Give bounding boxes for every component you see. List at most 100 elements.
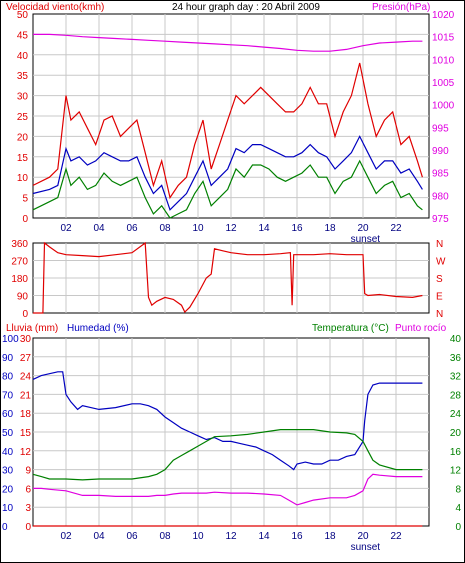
rain-y-tick-label: 3 bbox=[25, 503, 31, 514]
direction-y-tick-label: 180 bbox=[11, 274, 28, 285]
temperature-y-tick-label: 40 bbox=[450, 334, 462, 345]
dewpoint-axis-label: Punto rocío bbox=[395, 323, 447, 334]
rain-y-tick-label: 30 bbox=[20, 334, 32, 345]
wind-y-tick-label: 25 bbox=[17, 112, 29, 123]
wind-x-tick-label: 08 bbox=[159, 223, 171, 234]
rain-y-tick-label: 9 bbox=[25, 466, 31, 477]
wind-axis-label: Velocidad viento(kmh) bbox=[6, 2, 104, 13]
humidity-x-tick-label: 14 bbox=[258, 531, 270, 542]
wind-x-tick-label: 16 bbox=[291, 223, 303, 234]
humidity-y-tick-label: 100 bbox=[2, 334, 19, 345]
wind-y-tick-label: 45 bbox=[17, 30, 29, 41]
pressure-y-tick-label: 980 bbox=[432, 191, 449, 202]
temperature-y-tick-label: 32 bbox=[450, 372, 462, 383]
temperature-y-tick-label: 4 bbox=[455, 503, 461, 514]
dewpoint-series bbox=[33, 473, 423, 506]
wind-x-tick-label: 14 bbox=[258, 223, 270, 234]
wind-direction-series bbox=[33, 241, 423, 314]
humidity-y-tick-label: 20 bbox=[2, 484, 14, 495]
wind-average-series bbox=[32, 135, 423, 211]
humidity-y-tick-label: 60 bbox=[2, 409, 14, 420]
wind-x-tick-label: 18 bbox=[324, 223, 336, 234]
rain-y-tick-label: 24 bbox=[20, 372, 32, 383]
humidity-x-tick-label: 06 bbox=[126, 531, 138, 542]
pressure-axis-label: Presión(hPa) bbox=[372, 2, 430, 13]
temperature-axis-label: Temperatura (°C) bbox=[312, 323, 389, 334]
rain-y-tick-label: 6 bbox=[25, 484, 31, 495]
wind-gust-series bbox=[32, 62, 423, 200]
direction-compass-label: W bbox=[436, 257, 446, 268]
direction-y-tick-label: 90 bbox=[17, 292, 29, 303]
humidity-x-tick-label: 18 bbox=[324, 531, 336, 542]
direction-compass-label: E bbox=[436, 292, 443, 303]
rain-y-tick-label: 0 bbox=[25, 522, 31, 533]
humidity-x-tick-label: 20 bbox=[357, 531, 369, 542]
temperature-y-tick-label: 16 bbox=[450, 447, 462, 458]
wind-y-tick-label: 5 bbox=[22, 194, 28, 205]
temperature-y-tick-label: 0 bbox=[455, 522, 461, 533]
temperature-y-tick-label: 8 bbox=[455, 484, 461, 495]
humidity-sunset-label: sunset bbox=[351, 542, 381, 553]
temperature-y-tick-label: 36 bbox=[450, 353, 462, 364]
direction-compass-label: N bbox=[436, 239, 443, 250]
humidity-series bbox=[32, 371, 423, 471]
humidity-axis-label: Humedad (%) bbox=[67, 323, 129, 334]
pressure-y-tick-label: 995 bbox=[432, 123, 449, 134]
pressure-y-tick-label: 1020 bbox=[432, 10, 455, 21]
wind-y-tick-label: 0 bbox=[22, 214, 28, 225]
wind-y-tick-label: 10 bbox=[17, 173, 29, 184]
pressure-y-tick-label: 975 bbox=[432, 214, 449, 225]
temperature-series bbox=[32, 429, 423, 481]
direction-y-tick-label: 270 bbox=[11, 257, 28, 268]
temperature-y-tick-label: 24 bbox=[450, 409, 462, 420]
pressure-y-tick-label: 1010 bbox=[432, 55, 455, 66]
pressure-y-tick-label: 1015 bbox=[432, 33, 455, 44]
rain-y-tick-label: 27 bbox=[20, 353, 32, 364]
wind-y-tick-label: 50 bbox=[17, 10, 29, 21]
humidity-x-tick-label: 02 bbox=[60, 531, 72, 542]
wind-y-tick-label: 15 bbox=[17, 153, 29, 164]
wind-y-tick-label: 35 bbox=[17, 71, 29, 82]
humidity-y-tick-label: 0 bbox=[2, 522, 8, 533]
rain-axis-label: Lluvia (mm) bbox=[6, 323, 58, 334]
direction-y-tick-label: 0 bbox=[22, 309, 28, 320]
wind-x-tick-label: 12 bbox=[225, 223, 237, 234]
wind-y-tick-label: 40 bbox=[17, 51, 29, 62]
wind-x-tick-label: 10 bbox=[192, 223, 204, 234]
humidity-x-tick-label: 04 bbox=[93, 531, 105, 542]
humidity-y-tick-label: 70 bbox=[2, 390, 14, 401]
humidity-y-tick-label: 80 bbox=[2, 372, 14, 383]
temperature-y-tick-label: 28 bbox=[450, 390, 462, 401]
temperature-y-tick-label: 20 bbox=[450, 428, 462, 439]
direction-compass-label: N bbox=[436, 309, 443, 320]
wind-x-tick-label: 02 bbox=[60, 223, 72, 234]
humidity-temperature-panel: 0102030405060708090100036912151821242730… bbox=[2, 334, 461, 553]
wind-x-tick-label: 06 bbox=[126, 223, 138, 234]
humidity-y-tick-label: 50 bbox=[2, 428, 14, 439]
wind-y-tick-label: 20 bbox=[17, 132, 29, 143]
wind-pressure-panel: 0510152025303540455097598098599099510001… bbox=[17, 10, 455, 245]
rain-y-tick-label: 15 bbox=[20, 428, 32, 439]
pressure-series bbox=[33, 33, 423, 52]
rain-y-tick-label: 18 bbox=[20, 409, 32, 420]
pressure-y-tick-label: 1005 bbox=[432, 78, 455, 89]
humidity-x-tick-label: 22 bbox=[390, 531, 402, 542]
temperature-y-tick-label: 12 bbox=[450, 466, 462, 477]
humidity-y-tick-label: 40 bbox=[2, 447, 14, 458]
pressure-y-tick-label: 990 bbox=[432, 146, 449, 157]
direction-compass-label: S bbox=[436, 274, 443, 285]
humidity-x-tick-label: 08 bbox=[159, 531, 171, 542]
humidity-y-tick-label: 90 bbox=[2, 353, 14, 364]
wind-x-tick-label: 22 bbox=[390, 223, 402, 234]
pressure-y-tick-label: 1000 bbox=[432, 101, 455, 112]
direction-y-tick-label: 360 bbox=[11, 239, 28, 250]
wind-x-tick-label: 04 bbox=[93, 223, 105, 234]
wind-y-tick-label: 30 bbox=[17, 92, 29, 103]
wind-sunset-label: sunset bbox=[351, 234, 381, 245]
humidity-x-tick-label: 10 bbox=[192, 531, 204, 542]
wind-min-series bbox=[32, 159, 423, 219]
humidity-y-tick-label: 30 bbox=[2, 466, 14, 477]
rain-y-tick-label: 21 bbox=[20, 390, 32, 401]
